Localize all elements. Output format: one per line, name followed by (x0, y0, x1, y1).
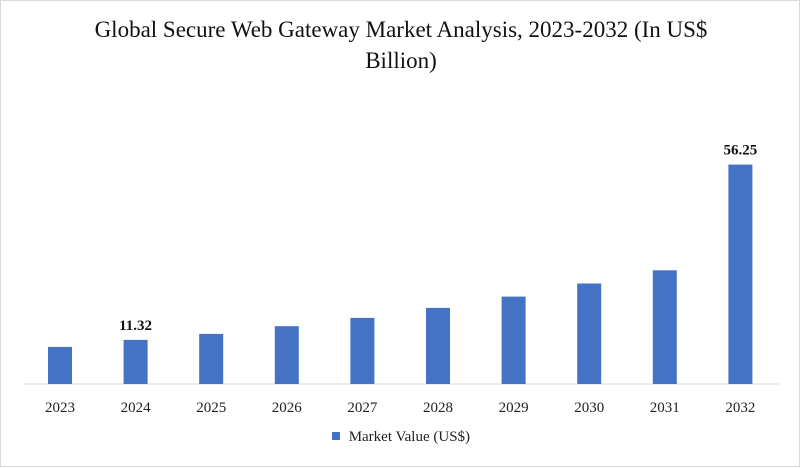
chart-title: Global Secure Web Gateway Market Analysi… (94, 17, 708, 73)
x-tick-label-2023: 2023 (45, 400, 75, 416)
legend-label: Market Value (US$) (348, 429, 471, 445)
data-labels-group: 11.32 56.25 (119, 143, 757, 334)
legend: Market Value (US$) (1, 429, 800, 446)
bar-2023 (48, 346, 72, 384)
bar-2030 (577, 283, 602, 384)
x-tick-label-2032: 2032 (725, 400, 755, 416)
x-tick-label-2029: 2029 (499, 400, 529, 416)
x-tick-label-2027: 2027 (347, 400, 378, 416)
x-tick-label-2026: 2026 (272, 400, 303, 416)
bar-2031 (652, 270, 677, 384)
bar-2025 (199, 333, 224, 384)
x-tick-label-2030: 2030 (574, 400, 604, 416)
bar-2029 (501, 296, 526, 384)
bar-2028 (426, 307, 450, 384)
legend-swatch (331, 432, 340, 440)
bar-2032 (728, 164, 753, 384)
bar-2026 (274, 326, 299, 384)
data-label-2024: 11.32 (119, 318, 152, 334)
x-tick-label-2031: 2031 (650, 400, 680, 416)
x-tick-label-2024: 2024 (121, 400, 152, 416)
x-tick-label-2025: 2025 (196, 400, 226, 416)
x-tick-labels: 2023 2024 2025 2026 2027 2028 2029 2030 2031 2032 (45, 400, 755, 416)
bars-group (48, 164, 753, 384)
bar-2024 (123, 339, 148, 384)
bar-2027 (350, 317, 375, 384)
data-label-2032: 56.25 (724, 143, 758, 159)
x-tick-label-2028: 2028 (423, 400, 453, 416)
